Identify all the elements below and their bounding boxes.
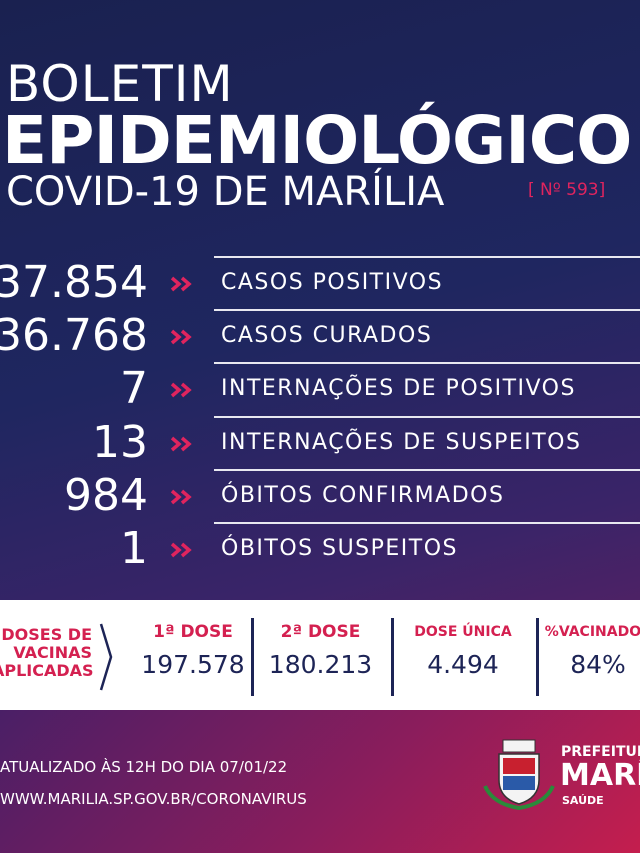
arrow — [180, 542, 192, 558]
chevron-line — [99, 623, 113, 691]
crest — [483, 739, 555, 810]
dose-header: 1ª DOSE — [153, 622, 233, 642]
arrow — [170, 383, 182, 398]
stat-value: 13 — [92, 416, 148, 468]
stat-label: CASOS CURADOS — [221, 323, 433, 349]
stat-rule — [214, 256, 640, 258]
vaccination-title-line: APLICADAS — [0, 661, 94, 680]
dose-value: 197.578 — [141, 650, 245, 679]
logo-line: SAÚDE — [562, 794, 604, 807]
arrows — [170, 276, 192, 292]
arrow — [180, 489, 192, 505]
arrow — [170, 276, 182, 292]
crest-laurel — [483, 785, 555, 810]
edition: [ Nº 593] — [528, 180, 606, 200]
arrows — [170, 436, 192, 451]
stat-value: 1 — [120, 523, 148, 574]
arrows — [170, 383, 192, 398]
crest-field — [503, 758, 535, 774]
stat-rule — [214, 522, 640, 524]
separator — [536, 618, 539, 696]
dose-header: 2ª DOSE — [280, 622, 361, 642]
separator — [391, 618, 394, 696]
dose-value: 84% — [570, 650, 626, 679]
title-line: BOLETIM — [6, 55, 234, 113]
url: WWW.MARILIA.SP.GOV.BR/CORONAVIRUS — [0, 790, 307, 808]
stat-value: 7 — [120, 363, 148, 415]
stat-label: CASOS POSITIVOS — [221, 270, 444, 295]
stat-value: 984 — [64, 469, 148, 521]
chevron — [99, 623, 113, 691]
arrow — [180, 383, 192, 398]
title-line: EPIDEMIOLÓGICO — [2, 102, 632, 179]
separator — [251, 618, 254, 696]
stat-rule — [214, 468, 640, 471]
arrows — [170, 542, 192, 558]
dose-header: DOSE ÚNICA — [414, 624, 512, 640]
arrow — [180, 329, 192, 345]
arrow — [180, 276, 192, 292]
stat-rule — [214, 362, 640, 365]
stat-label: INTERNAÇÕES DE POSITIVOS — [221, 376, 576, 402]
vaccination-panel: DOSES DE VACINAS APLICADAS 1ª DOSE 197.578 2… — [0, 600, 640, 710]
dose-value: 4.494 — [427, 650, 499, 679]
stat-rule — [214, 415, 640, 418]
arrows — [170, 489, 192, 505]
vaccination-title-line: DOSES DE — [1, 625, 92, 644]
footer: ATUALIZADO ÀS 12H DO DIA 07/01/22 WWW.MA… — [0, 710, 640, 853]
dose-header: %VACINADOS — [544, 624, 640, 640]
stat-label: ÓBITOS CONFIRMADOS — [221, 482, 505, 508]
arrow — [170, 329, 182, 345]
stat-rule — [214, 309, 640, 312]
stat-label: ÓBITOS SUSPEITOS — [221, 536, 459, 561]
vaccination-title: DOSES DE VACINAS APLICADAS — [0, 625, 94, 680]
logo-line: MARÍLIA — [560, 758, 640, 793]
stat-value: 37.854 — [0, 257, 148, 308]
crest-crown — [502, 739, 536, 753]
crest-field — [503, 776, 535, 790]
arrow — [180, 436, 192, 451]
logo-line: PREFEITURA — [561, 744, 640, 760]
arrow — [170, 436, 182, 451]
dose-value: 180.213 — [268, 650, 373, 679]
arrow — [170, 489, 182, 505]
stat-value: 36.768 — [0, 310, 148, 362]
stat-label: INTERNAÇÕES DE SUSPEITOS — [221, 429, 582, 455]
arrows — [170, 329, 192, 345]
vaccination-title-line: VACINAS — [13, 643, 92, 662]
arrow — [170, 542, 182, 558]
subtitle: COVID-19 DE MARÍLIA — [6, 169, 445, 215]
updated: ATUALIZADO ÀS 12H DO DIA 07/01/22 — [0, 758, 288, 776]
